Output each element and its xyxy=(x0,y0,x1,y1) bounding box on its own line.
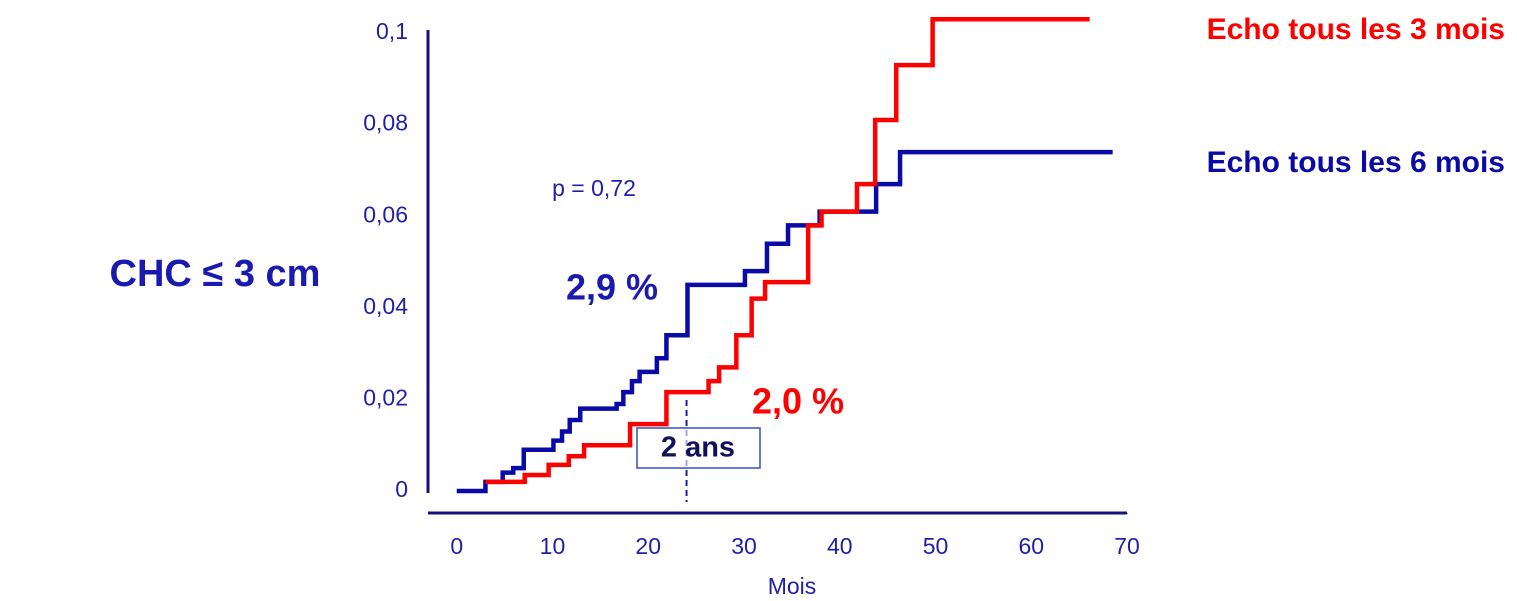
x-tick-label: 20 xyxy=(635,533,661,559)
x-tick-label: 70 xyxy=(1114,533,1140,559)
reference-box xyxy=(636,427,761,469)
y-axis-label: CHC ≤ 3 cm xyxy=(110,253,321,295)
x-tick-label: 10 xyxy=(540,533,566,559)
x-tick-label: 30 xyxy=(731,533,757,559)
x-tick-label: 40 xyxy=(827,533,853,559)
legend-label: Echo tous les 3 mois xyxy=(1207,13,1505,46)
x-tick-label: 50 xyxy=(923,533,949,559)
blue-annotation: 2,9 % xyxy=(566,267,658,308)
y-tick-label: 0 xyxy=(395,476,408,502)
step-line xyxy=(456,149,1113,494)
y-tick-label: 0,02 xyxy=(363,384,408,410)
p-value: p = 0,72 xyxy=(552,175,636,201)
y-tick-label: 0,04 xyxy=(363,293,408,319)
reference-label: 2 ans xyxy=(661,432,735,464)
y-tick-label: 0,1 xyxy=(376,18,408,44)
y-tick-label: 0,06 xyxy=(363,201,408,227)
x-tick-label: 0 xyxy=(450,533,463,559)
legend-label: Echo tous les 6 mois xyxy=(1207,146,1505,179)
x-axis-label: Mois xyxy=(768,573,817,599)
step-line xyxy=(485,17,1090,485)
red-annotation: 2,0 % xyxy=(752,381,844,422)
x-tick-label: 60 xyxy=(1018,533,1044,559)
y-tick-label: 0,08 xyxy=(363,110,408,136)
